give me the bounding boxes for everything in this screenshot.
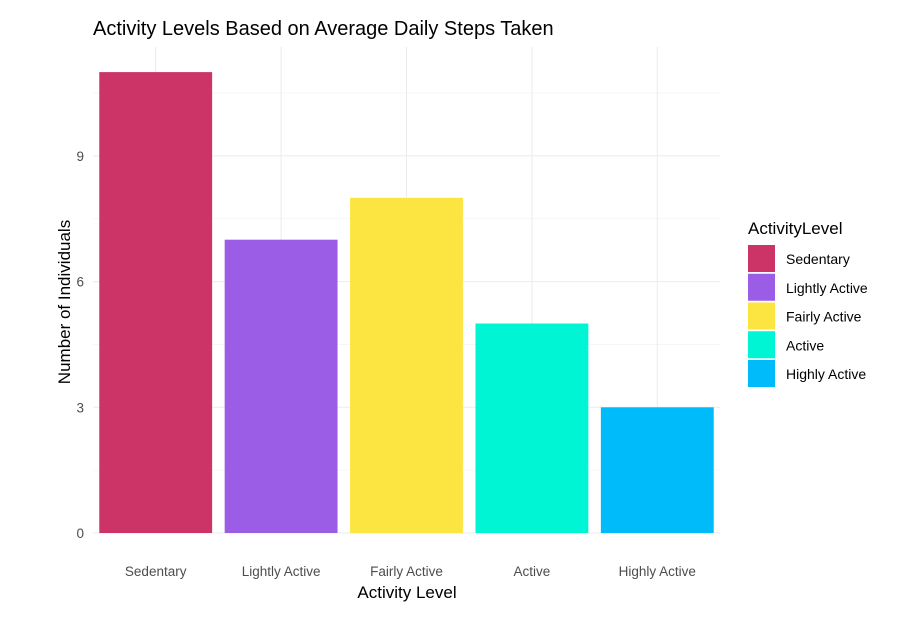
bar-highly-active (600, 407, 714, 533)
bar-lightly-active (224, 239, 338, 533)
legend-swatch-sedentary (748, 245, 775, 272)
y-tick-label: 9 (76, 149, 84, 164)
x-tick-label: Active (514, 564, 551, 579)
y-tick-labels: 0 3 6 9 (76, 149, 84, 541)
legend-label: Sedentary (786, 251, 850, 267)
legend-swatch-lightly-active (748, 273, 775, 301)
legend-title: ActivityLevel (748, 219, 842, 238)
x-tick-label: Fairly Active (370, 564, 443, 579)
y-axis-label: Number of Individuals (55, 220, 74, 384)
legend-label: Active (786, 337, 824, 353)
legend-swatch-fairly-active (748, 302, 775, 330)
bar-fairly-active (350, 197, 463, 534)
legend-label: Lightly Active (786, 280, 868, 296)
y-tick-label: 0 (76, 526, 84, 541)
bars (99, 72, 714, 534)
legend-swatch-highly-active (748, 360, 775, 387)
y-tick-label: 3 (76, 400, 84, 415)
x-tick-labels: Sedentary Lightly Active Fairly Active Acti… (125, 564, 696, 579)
legend: ActivityLevel Sedentary Lightly Active Fai… (748, 219, 868, 387)
x-tick-label: Highly Active (619, 564, 696, 579)
chart-title: Activity Levels Based on Average Daily S… (93, 18, 554, 40)
bar-active (475, 323, 589, 533)
legend-label: Highly Active (786, 366, 866, 382)
y-tick-label: 6 (76, 275, 84, 290)
bar-sedentary (99, 72, 213, 533)
x-tick-label: Lightly Active (242, 564, 321, 579)
x-tick-label: Sedentary (125, 564, 187, 579)
legend-label: Fairly Active (786, 309, 862, 325)
legend-swatch-active (748, 331, 775, 359)
x-axis-label: Activity Level (357, 583, 456, 602)
